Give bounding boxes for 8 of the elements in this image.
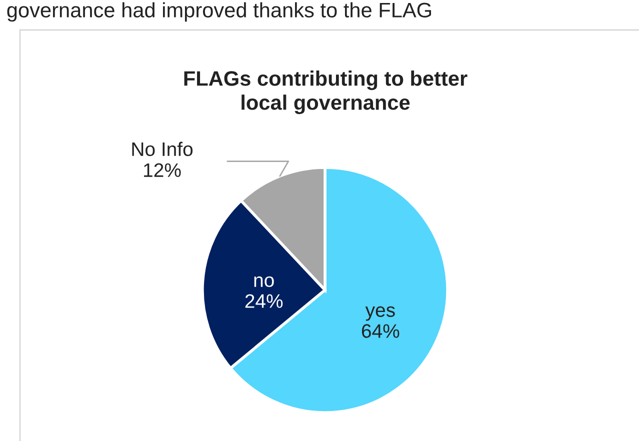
chart-title: FLAGs contributing to better local governance (184, 70, 468, 114)
data-label: 12% (144, 163, 181, 177)
data-label: 64% (362, 324, 400, 338)
slice-label: No Info (132, 142, 193, 156)
slice-label: no (254, 276, 274, 288)
slice-label: yes (365, 306, 395, 321)
text: governance had improved thanks to the FLAG (7, 2, 432, 22)
data-label: 24% (245, 294, 283, 308)
